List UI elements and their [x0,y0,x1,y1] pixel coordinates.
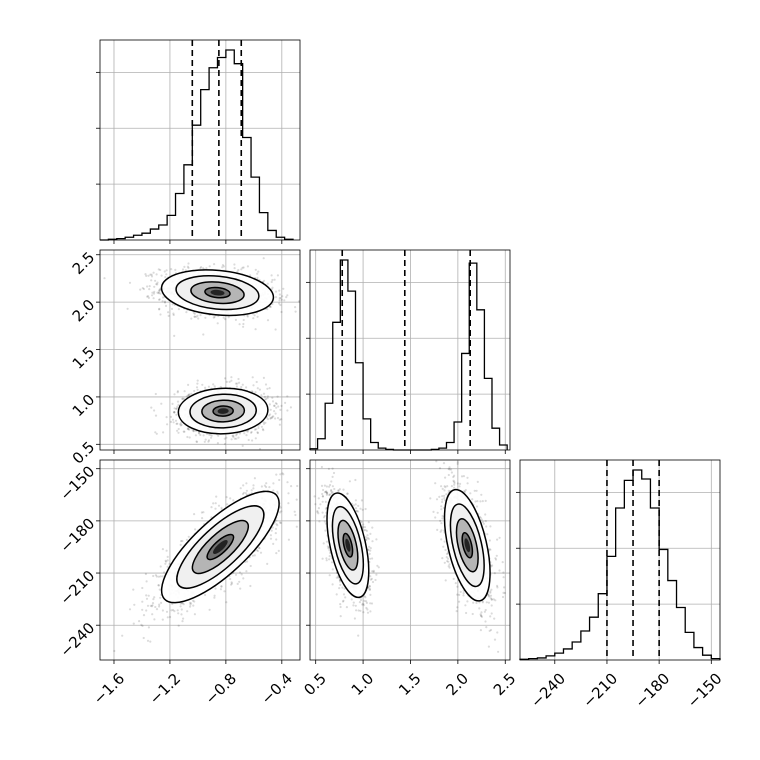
joint-panel-1-2 [310,460,510,660]
histogram-step-1 [309,259,508,451]
y-tick-label-1-1: 1.0 [69,391,99,421]
density-peak-0 [213,540,228,554]
y-tick-label-2-1: −210 [57,567,99,609]
x-tick-label-1-2: 1.5 [395,670,425,700]
histogram-panel-1 [306,250,510,451]
joint-panel-0-1 [100,250,300,450]
x-tick-label-2-1: −210 [579,670,621,712]
x-tick-label-1-3: 2.0 [443,670,473,700]
x-tick-label-0-3: −0.4 [258,670,296,708]
x-tick-label-1-4: 2.5 [490,670,520,700]
histogram-step-0 [100,49,294,241]
x-tick-label-2-2: −180 [632,670,674,712]
y-tick-label-2-3: −150 [57,462,99,504]
histogram-step-2 [519,469,721,660]
y-tick-label-1-3: 2.0 [69,296,99,326]
y-tick-label-1-4: 2.5 [69,248,99,278]
density-peak-0 [210,289,225,296]
density-peak-1 [217,408,229,414]
histogram-panel-0 [96,40,300,241]
x-tick-label-0-1: −1.2 [146,670,184,708]
x-tick-label-1-1: 1.0 [348,670,378,700]
x-tick-label-1-0: 0.5 [300,670,330,700]
histogram-frame-2 [519,459,721,661]
joint-content [313,460,506,653]
histogram-frame-0 [99,39,301,241]
x-tick-label-0-0: −1.6 [90,670,128,708]
y-tick-label-2-2: −180 [57,515,99,557]
x-tick-label-2-0: −240 [527,670,569,712]
joint-content [113,472,299,653]
joint-frame-1-2 [309,459,511,661]
joint-content [103,257,300,450]
joint-panel-0-2 [100,460,300,660]
histogram-frame-1 [309,249,511,451]
joint-frame-0-1 [99,249,301,451]
joint-frame-0-2 [99,459,301,661]
x-tick-label-2-3: −150 [684,670,726,712]
y-tick-label-1-2: 1.5 [69,343,99,373]
histogram-panel-2 [516,460,721,660]
x-tick-label-0-2: −0.8 [202,670,240,708]
y-tick-label-2-0: −240 [57,619,99,661]
